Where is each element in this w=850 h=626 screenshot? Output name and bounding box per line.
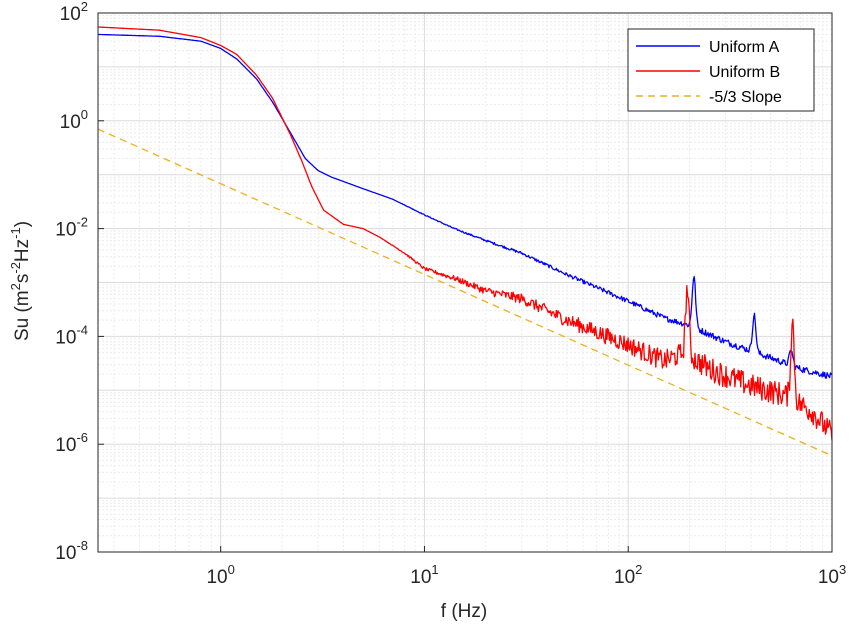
y-axis-title: Su (m2s-2Hz-1) (8, 221, 33, 341)
y-tick-label: 10-2 (55, 215, 88, 241)
x-tick-label: 101 (410, 562, 438, 588)
series-line-uniform-a (97, 33, 833, 379)
legend: Uniform A Uniform B -5/3 Slope (627, 28, 815, 112)
series-layer (97, 26, 833, 457)
legend-label-slope: -5/3 Slope (709, 89, 782, 106)
x-tick-label: 102 (614, 562, 642, 588)
y-tick-label: 10-4 (55, 322, 88, 348)
legend-label-uniform-b: Uniform B (709, 64, 780, 81)
y-tick-label: 100 (60, 107, 88, 133)
tick-labels: 100 101 102 103 102 100 10-2 10-4 10-6 10-8 (55, 0, 846, 588)
legend-box (627, 28, 815, 112)
x-tick-label: 100 (206, 562, 234, 588)
plot-frame (97, 12, 833, 553)
series-line-uniform-b (98, 26, 833, 441)
y-tick-label: 10-6 (55, 430, 88, 456)
series-line-5-3-slope (97, 128, 833, 457)
legend-label-uniform-a: Uniform A (709, 39, 780, 56)
y-tick-label: 10-8 (55, 538, 88, 564)
x-axis-title: f (Hz) (441, 601, 487, 622)
x-tick-label: 103 (818, 562, 846, 588)
y-tick-label: 102 (60, 0, 88, 25)
